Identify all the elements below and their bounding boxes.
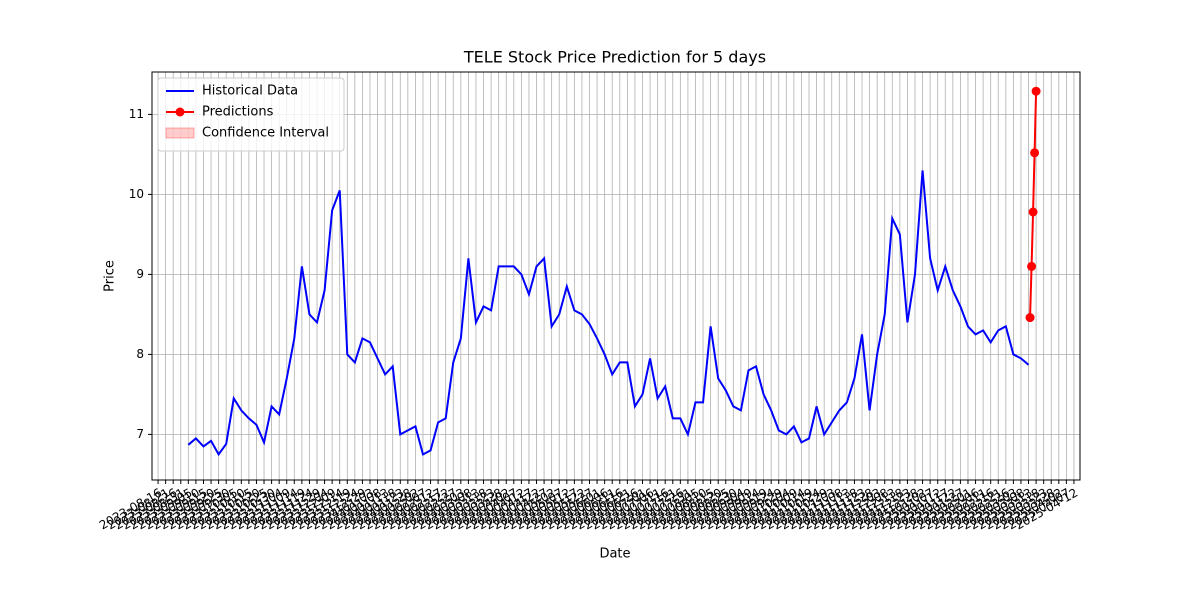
legend-label: Predictions bbox=[202, 105, 274, 120]
plot-area bbox=[187, 86, 1041, 457]
legend-label: Confidence Interval bbox=[202, 126, 329, 141]
point bbox=[1027, 261, 1037, 271]
y-tick-label: 7 bbox=[136, 427, 144, 441]
legend-marker bbox=[175, 107, 185, 117]
y-tick-label: 10 bbox=[129, 187, 144, 201]
point bbox=[1031, 86, 1041, 96]
legend-box bbox=[157, 77, 345, 152]
x-axis-label: Date bbox=[599, 547, 630, 562]
point bbox=[1028, 207, 1038, 217]
grid: 78910112023-08-162023-08-212023-08-26202… bbox=[97, 72, 1080, 533]
y-tick-label: 8 bbox=[136, 347, 144, 361]
series-line bbox=[187, 170, 1030, 457]
axes-frame bbox=[151, 71, 1081, 481]
y-tick-label: 11 bbox=[129, 107, 144, 121]
legend-swatch bbox=[165, 127, 195, 139]
y-tick-label: 9 bbox=[136, 267, 144, 281]
point bbox=[1025, 313, 1035, 323]
chart-title: TELE Stock Price Prediction for 5 days bbox=[463, 48, 766, 67]
y-axis-label: Price bbox=[103, 260, 118, 292]
point bbox=[1030, 148, 1040, 158]
legend: Historical Data Predictions Confidence Int… bbox=[157, 77, 345, 152]
legend-label: Historical Data bbox=[202, 84, 298, 99]
